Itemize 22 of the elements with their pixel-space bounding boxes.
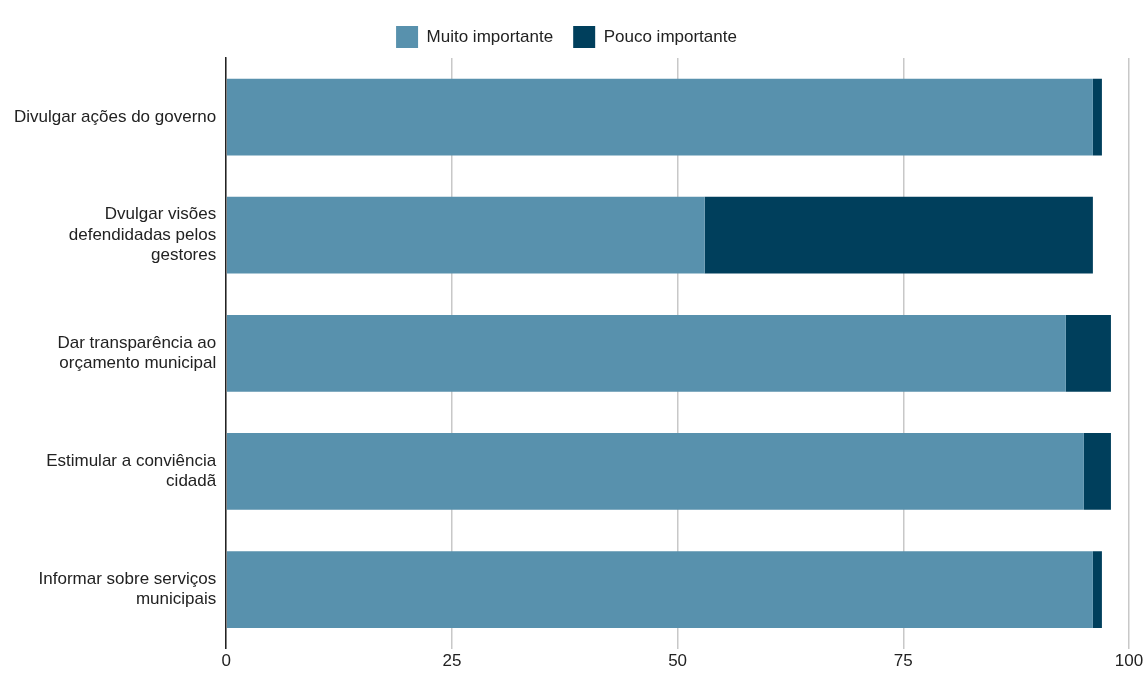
- y-tick-label: Divulgar ações do governo: [14, 106, 217, 126]
- y-tick-label: Dvulgar visões defendidadas pelos gestores: [68, 204, 217, 265]
- bar: [226, 314, 1066, 392]
- bar: [226, 433, 1084, 510]
- bar: [704, 196, 1093, 274]
- y-tick-label: Dar transparência ao orçamento municipal: [57, 332, 217, 373]
- x-tick-label: 75: [893, 651, 913, 671]
- x-tick-label: 50: [668, 651, 688, 671]
- bar: [1092, 78, 1102, 156]
- y-tick-label: Informar sobre serviços municipais: [38, 569, 217, 609]
- legend-label: Pouco importante: [603, 26, 737, 46]
- bar: [226, 551, 1093, 628]
- x-tick-label: 25: [442, 651, 462, 671]
- bar: [226, 78, 1093, 156]
- legend-label: Muito importante: [426, 26, 554, 46]
- bar: [226, 196, 705, 274]
- bar: [1092, 551, 1102, 628]
- x-tick-label: 100: [1114, 651, 1144, 671]
- y-tick-label: Estimular a conviência cidadã: [46, 450, 217, 491]
- x-tick-label: 0: [221, 651, 231, 671]
- bar: [1083, 433, 1111, 510]
- bar: [1065, 314, 1111, 392]
